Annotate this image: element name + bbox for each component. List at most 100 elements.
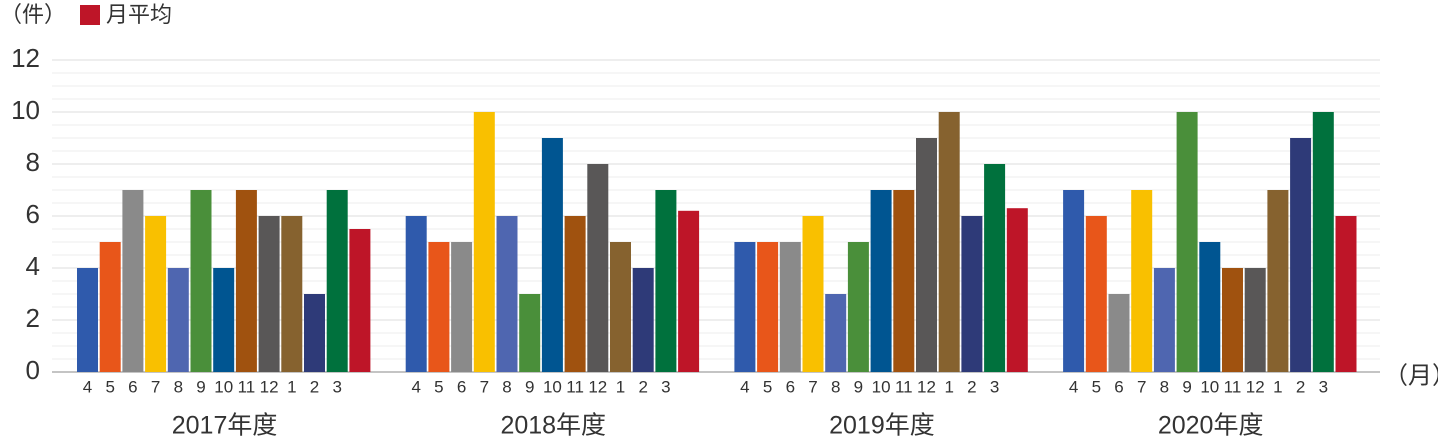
bar xyxy=(405,216,427,372)
bar xyxy=(1006,208,1028,372)
bar xyxy=(916,138,937,372)
bar xyxy=(77,268,98,372)
bar xyxy=(122,190,144,372)
month-label: 6 xyxy=(1114,377,1123,396)
bar xyxy=(190,190,212,372)
x-tick-label: 2019年度 xyxy=(829,412,935,440)
month-label: 12 xyxy=(917,377,936,396)
month-label: 9 xyxy=(525,377,534,396)
month-label: 2 xyxy=(1296,377,1305,396)
bar xyxy=(678,210,700,372)
bar xyxy=(167,268,189,372)
bar xyxy=(1222,268,1243,372)
month-label: 8 xyxy=(831,377,840,396)
month-label: 10 xyxy=(214,377,233,396)
month-label: 11 xyxy=(238,377,256,396)
y-tick-label: 6 xyxy=(26,199,40,229)
month-label: 6 xyxy=(457,377,466,396)
bar xyxy=(451,242,473,372)
bar xyxy=(99,242,121,372)
month-label: 5 xyxy=(763,377,772,396)
bar xyxy=(961,216,983,372)
bar xyxy=(541,138,563,372)
bar xyxy=(632,268,654,372)
month-label: 2 xyxy=(638,377,647,396)
bar xyxy=(473,112,495,372)
month-label: 10 xyxy=(872,377,891,396)
month-label: 3 xyxy=(332,377,341,396)
month-label: 8 xyxy=(174,377,183,396)
month-label: 2 xyxy=(967,377,976,396)
bar xyxy=(938,112,960,372)
month-label: 1 xyxy=(944,377,953,396)
bar xyxy=(496,216,518,372)
month-label: 1 xyxy=(287,377,296,396)
bar xyxy=(213,268,235,372)
bar xyxy=(1312,112,1334,372)
month-label: 12 xyxy=(260,377,279,396)
month-label: 8 xyxy=(502,377,511,396)
month-label: 7 xyxy=(1137,377,1146,396)
y-tick-label: 10 xyxy=(11,95,40,125)
bar xyxy=(825,294,847,372)
month-label: 2 xyxy=(310,377,319,396)
bar xyxy=(1199,242,1221,372)
y-tick-label: 4 xyxy=(26,251,40,281)
y-tick-label: 0 xyxy=(26,355,40,385)
y-tick-label: 8 xyxy=(26,147,40,177)
month-label: 6 xyxy=(786,377,795,396)
x-tick-label: 2018年度 xyxy=(500,412,606,440)
month-label: 12 xyxy=(1246,377,1265,396)
bar xyxy=(564,216,586,372)
bar xyxy=(802,216,824,372)
bar xyxy=(1085,216,1107,372)
month-label: 3 xyxy=(990,377,999,396)
bar xyxy=(847,242,869,372)
x-tick-label: 2020年度 xyxy=(1158,412,1264,440)
bar xyxy=(281,216,303,372)
legend-label: 月平均 xyxy=(106,2,172,27)
bar xyxy=(870,190,892,372)
bar xyxy=(734,242,756,372)
bar xyxy=(326,190,348,372)
month-label: 9 xyxy=(196,377,205,396)
month-label: 6 xyxy=(128,377,137,396)
month-label: 4 xyxy=(83,377,92,396)
y-unit-label: （件） xyxy=(0,2,66,27)
month-label: 9 xyxy=(1182,377,1191,396)
month-label: 4 xyxy=(411,377,420,396)
month-label: 3 xyxy=(1319,377,1328,396)
month-label: 3 xyxy=(661,377,670,396)
month-label: 7 xyxy=(808,377,817,396)
y-tick-label: 2 xyxy=(26,303,40,333)
month-label: 9 xyxy=(854,377,863,396)
bar xyxy=(893,190,915,372)
month-label: 5 xyxy=(105,377,114,396)
month-label: 11 xyxy=(895,377,913,396)
month-label: 5 xyxy=(1092,377,1101,396)
bar xyxy=(1108,294,1130,372)
bar xyxy=(428,242,450,372)
month-label: 1 xyxy=(616,377,625,396)
bar xyxy=(984,164,1006,372)
month-label: 5 xyxy=(434,377,443,396)
month-label: 11 xyxy=(1224,377,1242,396)
month-label: 8 xyxy=(1160,377,1169,396)
bar xyxy=(349,229,371,372)
month-label: 1 xyxy=(1273,377,1282,396)
month-label: 10 xyxy=(543,377,562,396)
bar xyxy=(1153,268,1175,372)
month-label: 10 xyxy=(1200,377,1219,396)
bar xyxy=(145,216,167,372)
legend-swatch xyxy=(80,5,100,25)
bar xyxy=(655,190,677,372)
x-unit-label: （月） xyxy=(1384,362,1438,389)
month-label: 12 xyxy=(588,377,607,396)
month-label: 7 xyxy=(480,377,489,396)
bar xyxy=(779,242,801,372)
bar xyxy=(1131,190,1153,372)
month-label: 11 xyxy=(566,377,584,396)
bar xyxy=(1290,138,1312,372)
y-tick-label: 12 xyxy=(11,43,40,73)
x-tick-label: 2017年度 xyxy=(172,412,278,440)
